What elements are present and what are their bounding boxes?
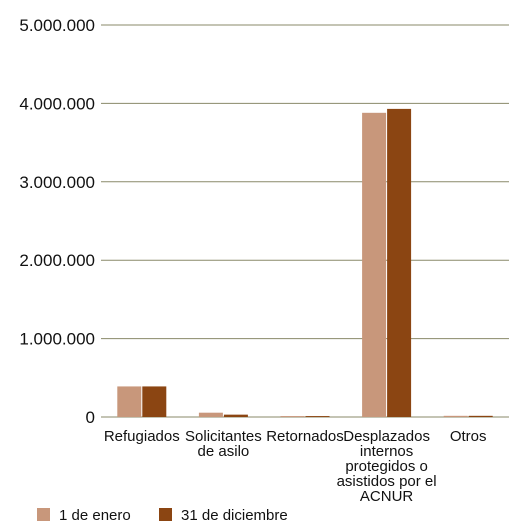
- bar: [362, 112, 387, 418]
- legend-label: 31 de diciembre: [181, 507, 288, 522]
- legend-swatch: [37, 508, 50, 521]
- bar: [387, 108, 412, 417]
- y-tick-label: 2.000.000: [19, 251, 95, 270]
- x-tick-label: Desplazados internos protegidos o asistidos…: [337, 428, 437, 505]
- y-tick-label: 1.000.000: [19, 330, 95, 349]
- bar: [198, 412, 223, 417]
- x-tick-label: Refugiados: [104, 428, 180, 445]
- bar: [468, 415, 493, 417]
- y-tick-label: 5.000.000: [19, 16, 95, 35]
- y-tick-label: 0: [86, 408, 95, 427]
- x-tick-label: Retornados: [266, 428, 344, 445]
- x-tick-label: Solicitantes de asilo: [185, 428, 262, 460]
- legend-swatch: [159, 508, 172, 521]
- bar: [223, 414, 248, 417]
- bar: [142, 386, 167, 417]
- legend-label: 1 de enero: [59, 507, 131, 522]
- bar: [305, 416, 330, 417]
- y-tick-label: 4.000.000: [19, 94, 95, 113]
- x-tick-label: Otros: [450, 428, 487, 445]
- bar: [443, 415, 468, 417]
- bar: [117, 386, 142, 417]
- y-tick-label: 3.000.000: [19, 173, 95, 192]
- bar: [280, 416, 305, 417]
